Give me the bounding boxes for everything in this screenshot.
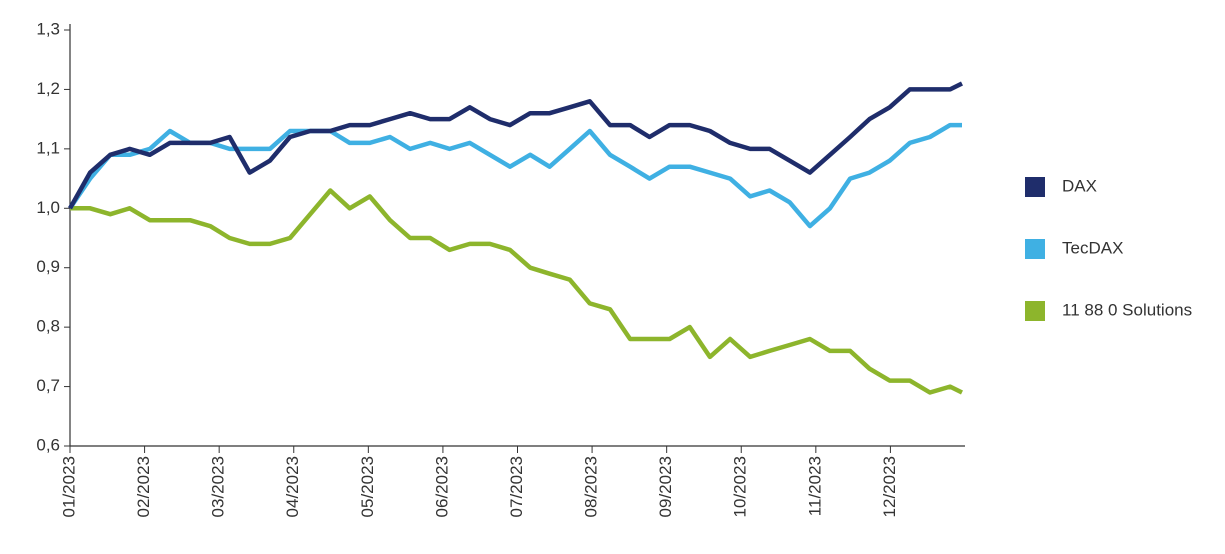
y-tick-label: 0,9 xyxy=(36,257,60,276)
x-tick-label: 11/2023 xyxy=(805,456,824,516)
x-tick-label: 04/2023 xyxy=(283,456,302,517)
y-tick-label: 1,3 xyxy=(36,19,60,38)
x-tick-label: 03/2023 xyxy=(209,456,228,517)
y-tick-label: 0,7 xyxy=(36,376,60,395)
x-tick-label: 12/2023 xyxy=(880,456,899,517)
x-tick-label: 10/2023 xyxy=(731,456,750,517)
legend-label: DAX xyxy=(1062,176,1097,195)
legend-swatch xyxy=(1025,239,1045,259)
y-tick-label: 0,6 xyxy=(36,435,60,454)
y-tick-label: 1,2 xyxy=(36,79,60,98)
legend-swatch xyxy=(1025,177,1045,197)
series-line xyxy=(68,81,963,210)
y-tick-label: 1,1 xyxy=(36,138,60,157)
x-tick-label: 02/2023 xyxy=(134,456,153,517)
x-tick-label: 09/2023 xyxy=(656,456,675,517)
legend-label: 11 88 0 Solutions xyxy=(1062,300,1192,319)
legend-label: TecDAX xyxy=(1062,238,1123,257)
legend-swatch xyxy=(1025,301,1045,321)
series-line xyxy=(70,188,963,395)
x-tick-label: 06/2023 xyxy=(432,456,451,517)
x-tick-label: 07/2023 xyxy=(507,456,526,517)
x-tick-label: 05/2023 xyxy=(358,456,377,517)
x-tick-label: 01/2023 xyxy=(59,456,78,517)
y-tick-label: 1,0 xyxy=(36,198,60,217)
x-tick-label: 08/2023 xyxy=(582,456,601,517)
y-tick-label: 0,8 xyxy=(36,317,60,336)
series-line xyxy=(68,122,962,229)
